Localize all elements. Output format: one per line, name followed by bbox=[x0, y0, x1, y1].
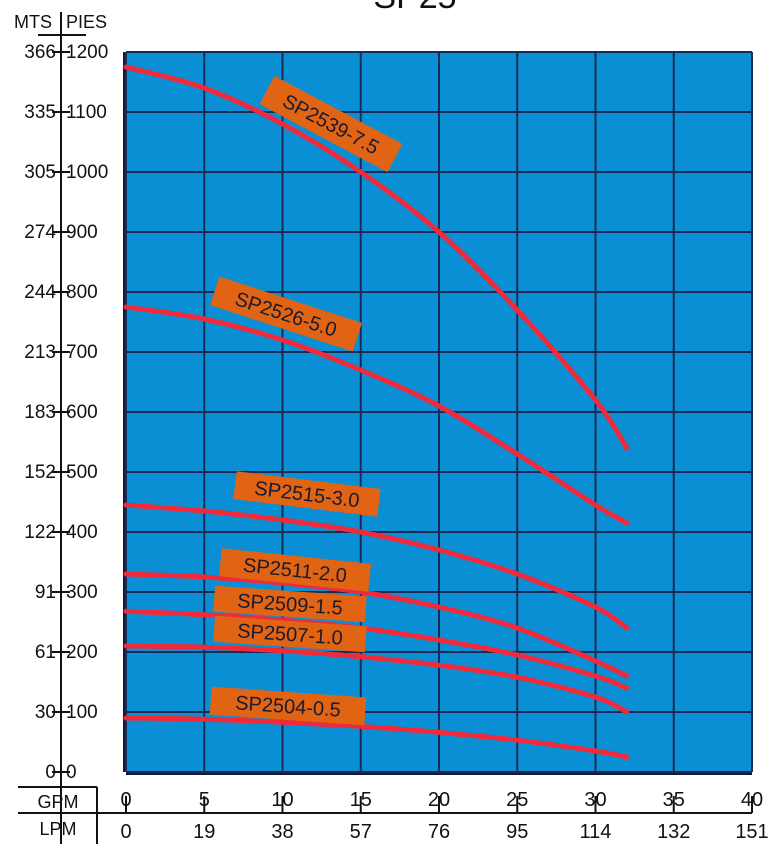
x-tick-label-lpm: 19 bbox=[193, 821, 215, 843]
y-tick-label-mts: 61 bbox=[35, 642, 56, 663]
x-tick-label-lpm: 57 bbox=[350, 821, 372, 843]
x-tick-label-lpm: 151 bbox=[735, 821, 768, 843]
series-curve-sp2539-7.5 bbox=[123, 64, 630, 451]
series-curve-sp2511-2.0 bbox=[123, 571, 630, 679]
x-tick-label-lpm: 95 bbox=[506, 821, 528, 843]
series-label-box bbox=[233, 471, 381, 517]
y-unit-mts: MTS bbox=[14, 12, 52, 32]
y-tick-label-pies: 0 bbox=[66, 762, 77, 783]
y-tick-label-pies: 800 bbox=[66, 282, 98, 303]
x-unit-lpm: LPM bbox=[39, 819, 76, 839]
y-unit-pies: PIES bbox=[66, 12, 107, 32]
x-tick-label-lpm: 38 bbox=[271, 821, 293, 843]
x-tick-label-lpm: 0 bbox=[120, 821, 131, 843]
y-tick-label-mts: 335 bbox=[24, 102, 56, 123]
y-tick-label-pies: 1100 bbox=[66, 102, 107, 123]
y-tick-label-mts: 244 bbox=[24, 282, 56, 303]
series-curve-sp2509-1.5 bbox=[123, 608, 630, 691]
y-tick-label-pies: 400 bbox=[66, 522, 98, 543]
x-unit-gpm: GPM bbox=[37, 792, 78, 812]
series-curve-sp2515-3.0 bbox=[123, 502, 630, 631]
series-label-sp2511-2.0: SP2511-2.0 bbox=[218, 548, 372, 592]
y-tick-label-pies: 1200 bbox=[66, 42, 108, 63]
x-tick-label-gpm: 35 bbox=[663, 789, 685, 811]
plot-area-group bbox=[125, 51, 753, 773]
y-tick-label-mts: 213 bbox=[24, 342, 56, 363]
x-tick-label-gpm: 10 bbox=[271, 789, 293, 811]
series-label-box bbox=[210, 276, 362, 352]
series-label-box bbox=[209, 686, 367, 726]
y-tick-label-pies: 1000 bbox=[66, 162, 108, 183]
x-tick-label-lpm: 132 bbox=[657, 821, 690, 843]
y-tick-label-pies: 300 bbox=[66, 582, 98, 603]
y-tick-label-mts: 91 bbox=[35, 582, 56, 603]
y-tick-label-mts: 183 bbox=[24, 402, 56, 423]
y-tick-label-mts: 366 bbox=[24, 42, 56, 63]
y-tick-label-mts: 152 bbox=[24, 462, 56, 483]
series-label-box bbox=[259, 75, 403, 173]
x-tick-label-lpm: 114 bbox=[580, 821, 612, 843]
y-tick-label-pies: 600 bbox=[66, 402, 98, 423]
y-tick-label-pies: 900 bbox=[66, 222, 98, 243]
x-tick-label-gpm: 30 bbox=[584, 789, 606, 811]
y-tick-label-mts: 274 bbox=[24, 222, 56, 243]
x-tick-label-gpm: 25 bbox=[506, 789, 528, 811]
y-tick-label-mts: 305 bbox=[24, 162, 56, 183]
chart-title: SP25 bbox=[373, 0, 456, 16]
series-label-box bbox=[213, 585, 367, 623]
x-tick-label-gpm: 5 bbox=[199, 789, 210, 811]
series-curve-sp2526-5.0 bbox=[123, 304, 630, 526]
series-curve-sp2507-1.0 bbox=[123, 643, 630, 715]
y-tick-label-pies: 500 bbox=[66, 462, 98, 483]
series-label-sp2504-0.5: SP2504-0.5 bbox=[209, 686, 367, 726]
x-tick-label-gpm: 0 bbox=[120, 789, 131, 811]
y-tick-label-mts: 0 bbox=[45, 762, 56, 783]
series-group bbox=[123, 64, 630, 760]
y-tick-label-pies: 100 bbox=[66, 702, 98, 723]
axis-units-group: MTS PIES GPM LPM bbox=[14, 12, 107, 839]
y-tick-label-mts: 30 bbox=[35, 702, 56, 723]
y-tick-label-pies: 700 bbox=[66, 342, 98, 363]
series-label-box bbox=[218, 548, 372, 592]
series-curve-sp2504-0.5 bbox=[123, 715, 630, 760]
series-label-box bbox=[213, 615, 367, 653]
y-tick-label-mts: 122 bbox=[24, 522, 56, 543]
x-tick-label-lpm: 76 bbox=[428, 821, 450, 843]
y-tick-label-pies: 200 bbox=[66, 642, 98, 663]
x-tick-label-gpm: 15 bbox=[350, 789, 372, 811]
x-tick-label-gpm: 20 bbox=[428, 789, 450, 811]
x-tick-label-gpm: 40 bbox=[741, 789, 763, 811]
